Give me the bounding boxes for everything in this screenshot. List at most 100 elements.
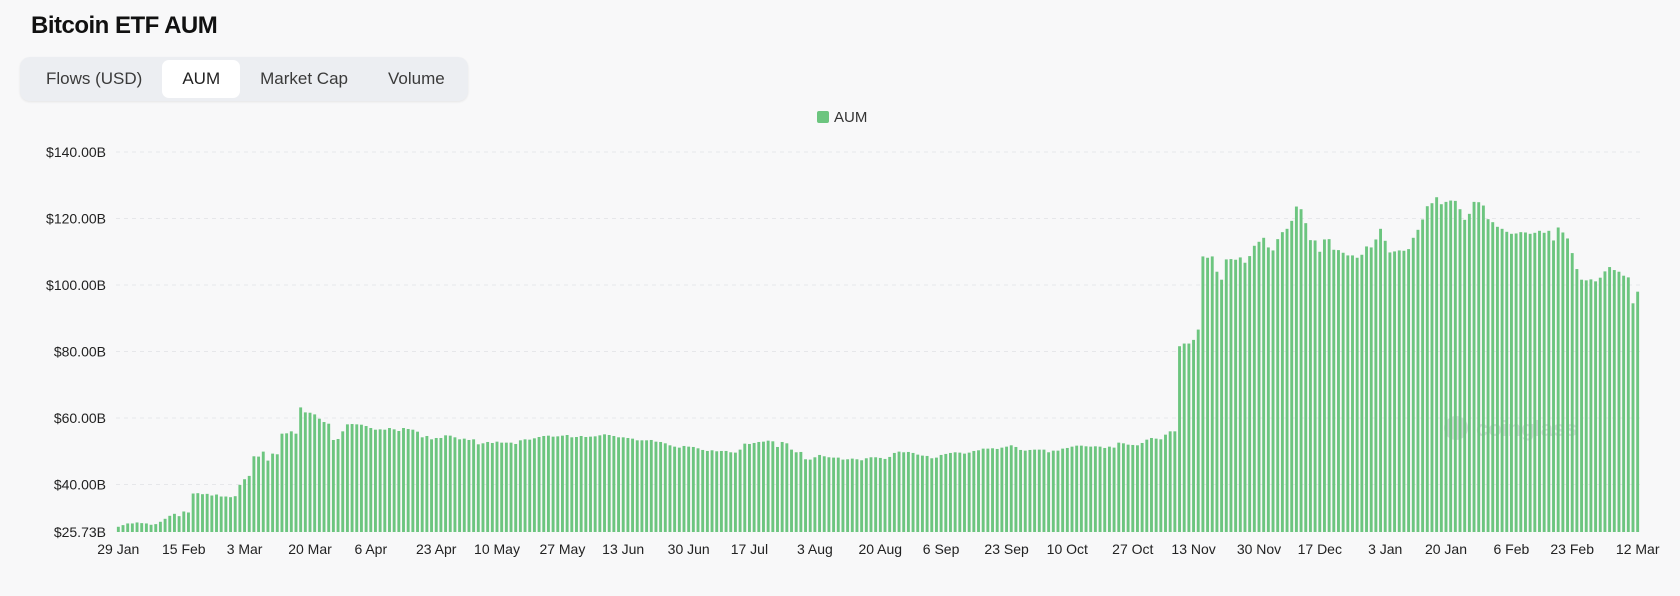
aum-bar[interactable] (369, 428, 373, 532)
aum-bar[interactable] (374, 429, 377, 532)
aum-bar[interactable] (1360, 254, 1364, 532)
aum-bar[interactable] (1631, 303, 1635, 532)
aum-bar[interactable] (285, 433, 289, 532)
aum-bar[interactable] (1089, 446, 1093, 532)
aum-bar[interactable] (822, 456, 826, 532)
aum-bar[interactable] (1533, 232, 1537, 532)
aum-bar[interactable] (804, 459, 807, 532)
aum-bar[interactable] (1023, 450, 1027, 532)
aum-bar[interactable] (696, 448, 700, 532)
tab-volume[interactable]: Volume (388, 69, 445, 88)
aum-bar[interactable] (575, 436, 578, 532)
aum-bar[interactable] (906, 451, 910, 532)
aum-bar[interactable] (1014, 446, 1018, 532)
aum-bar[interactable] (546, 435, 550, 532)
aum-bar[interactable] (1524, 232, 1527, 533)
aum-bar[interactable] (1393, 251, 1397, 532)
aum-bar[interactable] (883, 458, 887, 532)
aum-bar[interactable] (1070, 446, 1074, 532)
aum-bar[interactable] (1168, 431, 1172, 532)
aum-bar[interactable] (612, 435, 616, 532)
aum-bar[interactable] (1318, 251, 1322, 532)
legend[interactable]: AUM (817, 109, 867, 126)
aum-bar[interactable] (719, 450, 723, 532)
tab-flows-usd[interactable]: Flows (USD) (46, 69, 143, 88)
aum-bar[interactable] (1308, 240, 1312, 532)
aum-bar[interactable] (832, 457, 836, 532)
aum-bar[interactable] (336, 438, 340, 532)
aum-bar[interactable] (1262, 237, 1266, 533)
aum-bar[interactable] (738, 449, 742, 532)
aum-bar[interactable] (916, 454, 920, 532)
aum-bar[interactable] (168, 515, 172, 532)
aum-bar[interactable] (1552, 240, 1555, 532)
aum-bar[interactable] (752, 442, 756, 532)
aum-bar[interactable] (944, 453, 948, 532)
aum-bar[interactable] (1051, 450, 1055, 532)
aum-bar[interactable] (163, 518, 167, 532)
aum-bar[interactable] (1505, 231, 1509, 532)
aum-bar[interactable] (308, 412, 312, 532)
aum-bar[interactable] (299, 407, 303, 532)
aum-bar[interactable] (364, 426, 368, 532)
aum-bar[interactable] (855, 459, 859, 532)
aum-bar[interactable] (425, 435, 429, 532)
aum-bar[interactable] (799, 451, 803, 532)
aum-bar[interactable] (1383, 240, 1387, 533)
aum-bar[interactable] (925, 455, 929, 532)
aum-bar[interactable] (1556, 227, 1560, 532)
aum-bar[interactable] (747, 443, 751, 532)
aum-bar[interactable] (1332, 249, 1336, 532)
aum-bar[interactable] (626, 437, 630, 532)
aum-bar[interactable] (528, 439, 532, 532)
aum-bar[interactable] (1608, 267, 1612, 532)
aum-bar[interactable] (1542, 232, 1546, 532)
aum-bar[interactable] (1173, 431, 1177, 532)
aum-bar[interactable] (1084, 446, 1088, 532)
aum-bar[interactable] (827, 457, 831, 532)
aum-bar[interactable] (673, 446, 677, 532)
aum-bar[interactable] (593, 436, 597, 532)
aum-bar[interactable] (1617, 271, 1621, 532)
aum-bar[interactable] (640, 440, 644, 532)
aum-bar[interactable] (1603, 271, 1607, 532)
aum-bar[interactable] (514, 443, 518, 532)
aum-bar[interactable] (649, 439, 653, 532)
aum-bar[interactable] (1570, 253, 1574, 532)
aum-bar[interactable] (420, 437, 424, 532)
aum-bar[interactable] (444, 435, 448, 532)
aum-bar[interactable] (1229, 259, 1233, 532)
aum-bar[interactable] (878, 457, 882, 532)
aum-bar[interactable] (645, 440, 649, 532)
aum-bar[interactable] (1514, 233, 1518, 532)
aum-bar[interactable] (1047, 452, 1051, 532)
aum-bar[interactable] (453, 437, 457, 532)
aum-bar[interactable] (154, 524, 158, 532)
aum-bar[interactable] (1042, 449, 1046, 532)
aum-bar[interactable] (486, 441, 490, 532)
aum-bar[interactable] (495, 441, 499, 532)
aum-bar[interactable] (1304, 223, 1308, 532)
aum-bar[interactable] (294, 433, 298, 532)
aum-bar[interactable] (1075, 445, 1079, 532)
aum-bar[interactable] (1093, 446, 1097, 532)
aum-bar[interactable] (1458, 209, 1462, 532)
aum-bar[interactable] (1622, 275, 1626, 532)
aum-bar[interactable] (743, 443, 747, 532)
aum-bar[interactable] (1407, 249, 1411, 532)
aum-bar[interactable] (1435, 197, 1439, 532)
aum-bar[interactable] (1103, 447, 1107, 532)
aum-bar[interactable] (949, 452, 952, 532)
aum-bar[interactable] (1472, 201, 1476, 532)
aum-bar[interactable] (1374, 239, 1378, 532)
aum-bar[interactable] (846, 459, 850, 532)
aum-bar[interactable] (1000, 447, 1004, 532)
aum-bar[interactable] (1584, 280, 1588, 532)
aum-bar[interactable] (392, 429, 396, 532)
aum-bar[interactable] (430, 439, 433, 532)
aum-bar[interactable] (977, 450, 980, 532)
aum-bar[interactable] (224, 496, 228, 532)
aum-bar[interactable] (762, 441, 765, 532)
aum-bar[interactable] (472, 439, 476, 532)
aum-bar[interactable] (556, 436, 560, 532)
